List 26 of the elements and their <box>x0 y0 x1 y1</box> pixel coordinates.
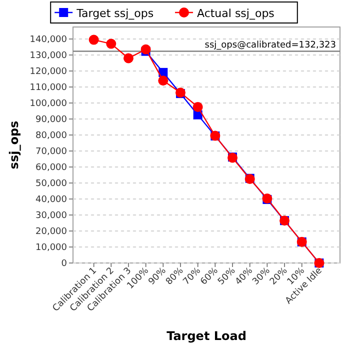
y-tick-label: 110,000 <box>30 83 68 94</box>
point <box>140 44 151 54</box>
y-tick-label: 10,000 <box>36 243 68 254</box>
y-tick-label: 70,000 <box>36 147 68 158</box>
point <box>123 53 134 64</box>
ref-line-label: ssj_ops@calibrated=132,323 <box>204 40 336 50</box>
x-axis-title: Target Load <box>166 329 246 343</box>
y-tick-label: 140,000 <box>30 35 68 46</box>
y-axis-title: ssj_ops <box>7 120 21 170</box>
point <box>158 76 168 86</box>
y-tick-label: 120,000 <box>30 67 68 78</box>
y-tick-label: 50,000 <box>36 179 68 190</box>
y-tick-label: 80,000 <box>36 131 68 142</box>
y-tick-label: 20,000 <box>36 227 68 238</box>
point <box>106 38 116 49</box>
y-tick-label: 0 <box>61 259 68 270</box>
y-tick-label: 100,000 <box>30 99 68 110</box>
y-tick-label: 30,000 <box>36 211 68 222</box>
y-tick-label: 40,000 <box>36 195 68 206</box>
y-tick-label: 60,000 <box>36 163 68 174</box>
legend-label: Target ssj_ops <box>76 7 154 20</box>
legend-label: Actual ssj_ops <box>197 7 275 20</box>
y-tick-label: 90,000 <box>36 115 68 126</box>
y-tick-label: 130,000 <box>30 51 68 62</box>
point <box>192 102 203 112</box>
point <box>88 34 99 45</box>
